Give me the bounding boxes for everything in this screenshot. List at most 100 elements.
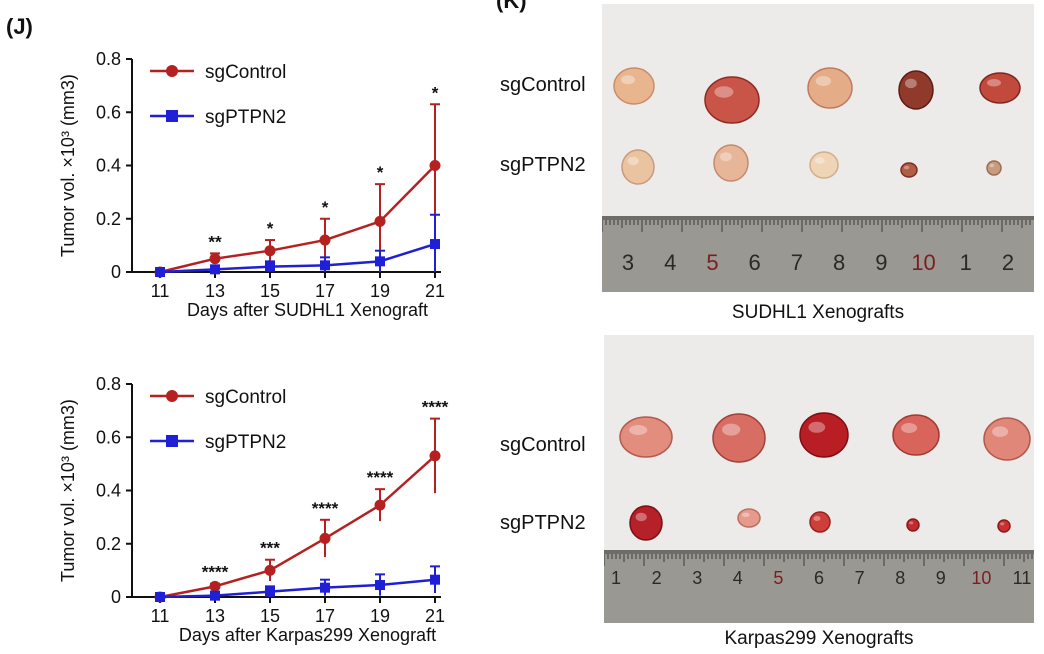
- significance-label: ***: [260, 539, 280, 558]
- sgControl-point: [429, 450, 441, 462]
- ruler-number: 11: [1013, 568, 1032, 588]
- x-tick-label: 21: [425, 281, 445, 301]
- ruler-edge: [602, 216, 1034, 220]
- legend-label-sgControl: sgControl: [205, 62, 286, 83]
- x-tick-label: 13: [205, 281, 225, 301]
- sudhl1-xenograft-photo: 3 4 5 6 7 8 9 10 1 2: [602, 4, 1034, 292]
- tumor-highlight: [1000, 522, 1005, 526]
- ruler-number: 3: [692, 568, 702, 588]
- legend-marker-sgPTPN2: [166, 110, 178, 122]
- sgControl-point: [264, 245, 276, 257]
- tumor-specimen: [979, 72, 1021, 104]
- ruler-number: 1: [960, 250, 972, 275]
- ruler-number: 6: [814, 568, 824, 588]
- tumor-highlight: [992, 426, 1009, 437]
- ruler-number: 10: [971, 568, 991, 588]
- tumor-specimen: [906, 518, 920, 532]
- tumor-specimen: [892, 414, 940, 456]
- x-tick-label: 19: [370, 606, 390, 626]
- photo1-row-label-control: sgControl: [500, 74, 586, 96]
- ruler-number: 5: [706, 250, 718, 275]
- significance-label: ****: [312, 499, 339, 518]
- tumor-specimen: [737, 508, 761, 528]
- ruler-number: 4: [664, 250, 676, 275]
- ruler-number: 8: [833, 250, 845, 275]
- y-tick-label: 0.4: [96, 156, 121, 176]
- sgPTPN2-point: [155, 592, 165, 602]
- sgPTPN2-point: [265, 261, 275, 272]
- sgPTPN2-point: [265, 586, 275, 597]
- tumor-specimen: [809, 151, 839, 179]
- photo2-caption: Karpas299 Xenografts: [724, 628, 914, 649]
- karpas299-tumor-volume-chart: 0 0.2 0.4 0.6 0.8 11 13 15 17 19 21 Days after Karp…: [0, 365, 480, 654]
- significance-label: *: [432, 83, 439, 102]
- photo1-row-label-ptpn2: sgPTPN2: [500, 154, 586, 176]
- significance-label: *: [267, 219, 274, 238]
- ruler-number: 9: [936, 568, 946, 588]
- tumor-specimen: [704, 76, 760, 124]
- tumor-specimen: [809, 511, 831, 533]
- sgPTPN2-point: [210, 590, 220, 601]
- sgControl-line: [159, 164, 436, 274]
- tumor-specimen: [713, 144, 749, 182]
- sgControl-point: [374, 499, 386, 511]
- y-tick-label: 0: [111, 262, 121, 282]
- legend-marker-sgControl: [166, 390, 178, 402]
- tumor-highlight: [901, 423, 918, 433]
- sgPTPN2-point: [210, 264, 220, 275]
- sgPTPN2-point: [430, 574, 440, 585]
- x-tick-label: 15: [260, 606, 280, 626]
- x-axis-label: Days after Karpas299 Xenograft: [179, 625, 436, 645]
- y-tick-label: 0.2: [96, 534, 121, 554]
- sgPTPN2-point: [430, 239, 440, 250]
- sgControl-point: [209, 580, 221, 592]
- sgPTPN2-line: [159, 578, 436, 599]
- ruler-number: 9: [875, 250, 887, 275]
- significance-label: ****: [202, 563, 229, 582]
- y-tick-label: 0.2: [96, 209, 121, 229]
- tumor-specimen: [983, 417, 1031, 461]
- sgPTPN2-point: [375, 580, 385, 591]
- y-axis-label: Tumor vol. ×10³ (mm3): [58, 399, 78, 582]
- legend-marker-sgControl: [166, 65, 178, 77]
- tumor-highlight: [904, 78, 917, 89]
- ruler-number: 7: [855, 568, 865, 588]
- photo2-row-label-control: sgControl: [500, 434, 586, 456]
- tumor-specimen: [807, 67, 853, 109]
- ruler-number: 2: [1002, 250, 1014, 275]
- tumor-highlight: [987, 79, 1001, 87]
- legend-label-sgPTPN2: sgPTPN2: [205, 432, 286, 453]
- tumor-highlight: [635, 512, 647, 522]
- sgControl-point: [319, 234, 331, 246]
- sgPTPN2-line: [159, 242, 436, 274]
- x-tick-label: 21: [425, 606, 445, 626]
- significance-label: ****: [422, 398, 449, 417]
- tumor-specimen: [900, 162, 918, 178]
- tumor-specimen: [619, 416, 673, 458]
- ruler: [604, 550, 1034, 623]
- sgControl-point: [374, 215, 386, 227]
- sgPTPN2-point: [375, 256, 385, 267]
- x-tick-label: 17: [315, 281, 335, 301]
- photo1-caption: SUDHL1 Xenografts: [731, 302, 905, 323]
- sgControl-point: [429, 160, 441, 171]
- significance-label: ****: [367, 468, 394, 487]
- sgControl-line: [159, 454, 436, 599]
- panel-label-j: (J): [6, 14, 33, 39]
- tumor-highlight: [808, 421, 826, 433]
- sudhl1-tumor-volume-chart: 0 0.2 0.4 0.6 0.8 11 13 15 17 19 21 Days after SUDH…: [0, 40, 480, 330]
- x-tick-label: 11: [151, 281, 170, 301]
- significance-label: *: [322, 198, 329, 217]
- significance-label: **: [208, 232, 222, 251]
- tumor-specimen: [621, 149, 655, 185]
- tumor-specimen: [997, 519, 1011, 533]
- ruler-number: 5: [773, 568, 783, 588]
- sgPTPN2-point: [320, 260, 330, 271]
- tumor-highlight: [813, 516, 821, 521]
- legend-label-sgControl: sgControl: [205, 387, 286, 408]
- tumor-specimen: [799, 412, 849, 458]
- tumor-specimen: [613, 67, 655, 105]
- x-axis-label: Days after SUDHL1 Xenograft: [187, 300, 428, 320]
